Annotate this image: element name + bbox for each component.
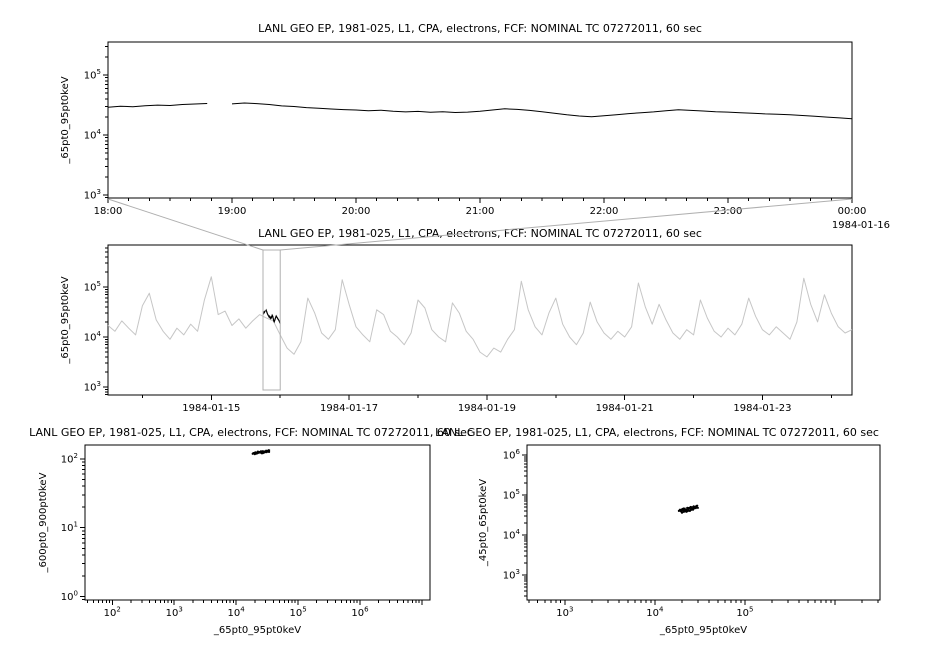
tick-label: 1984-01-23 xyxy=(733,403,791,414)
tick-label: 105 xyxy=(289,606,306,620)
panel-scatter_45_65[interactable]: 103 104 105 106 103 104 105 _45pt0_65pt0keV _65p… xyxy=(435,426,881,636)
scatter-point xyxy=(679,510,683,513)
scatter-point xyxy=(692,505,695,508)
tick-label: 104 xyxy=(646,606,664,620)
tick-label: 103 xyxy=(84,380,101,394)
scatter-point xyxy=(694,507,697,510)
tick-label: 18:00 xyxy=(94,206,123,217)
x-axis-label: _65pt0_95pt0keV xyxy=(659,625,747,636)
scatter-point xyxy=(261,451,264,454)
y-axis-label: _65pt0_95pt0keV xyxy=(60,76,71,164)
tick-label: 104 xyxy=(503,528,521,542)
plot-title: LANL GEO EP, 1981-025, L1, CPA, electron… xyxy=(435,426,879,439)
plot-title: LANL GEO EP, 1981-025, L1, CPA, electron… xyxy=(29,426,473,439)
series-line xyxy=(107,102,853,120)
tick-label: 100 xyxy=(61,590,78,604)
scatter-point xyxy=(268,450,271,453)
panel-context[interactable]: 103 104 105 1984-01-15 1984-01-17 1984-01-19 1… xyxy=(60,227,853,414)
x-axis-date-label: 1984-01-16 xyxy=(832,220,890,231)
tick-label: 104 xyxy=(84,128,102,142)
tick-label: 104 xyxy=(84,330,102,344)
plot-title: LANL GEO EP, 1981-025, L1, CPA, electron… xyxy=(258,22,702,35)
tick-label: 101 xyxy=(61,521,78,535)
tick-label: 103 xyxy=(166,606,183,620)
scatter-point xyxy=(681,509,685,512)
tick-label: 102 xyxy=(104,606,121,620)
tick-label: 1984-01-19 xyxy=(458,403,516,414)
tick-label: 106 xyxy=(503,448,521,462)
tick-label: 00:00 xyxy=(838,206,867,217)
panel-scatter_600_900[interactable]: 100 101 102 102 103 104 105 106 _600pt0_900pt0ke… xyxy=(29,426,473,636)
tick-label: 105 xyxy=(84,68,101,82)
plot-frame xyxy=(526,444,881,601)
tick-label: 23:00 xyxy=(714,206,743,217)
tick-label: 19:00 xyxy=(218,206,247,217)
scatter-point xyxy=(685,508,688,511)
series-highlight xyxy=(262,308,281,324)
scatter-point xyxy=(259,450,262,453)
plot-frame xyxy=(84,444,431,601)
zoom-connector-right xyxy=(280,198,853,251)
tick-label: 22:00 xyxy=(590,206,619,217)
scatter-point xyxy=(695,504,698,508)
scatter-point xyxy=(263,450,266,453)
y-axis-label: _65pt0_95pt0keV xyxy=(60,276,71,364)
scatter-point xyxy=(689,505,692,509)
panel-top[interactable]: 103 104 105 18:00 19:00 20:00 21:00 22:00 23:00 0… xyxy=(60,22,890,231)
scatter-point xyxy=(682,507,686,510)
tick-label: 1984-01-15 xyxy=(182,403,240,414)
scatter-point xyxy=(691,508,695,511)
y-axis-label: _600pt0_900pt0keV xyxy=(38,472,49,573)
plot-title: LANL GEO EP, 1981-025, L1, CPA, electron… xyxy=(258,227,702,240)
tick-label: 1984-01-17 xyxy=(320,403,378,414)
tick-label: 20:00 xyxy=(342,206,371,217)
tick-label: 105 xyxy=(736,606,753,620)
scatter-point xyxy=(685,510,688,513)
x-axis-label: _65pt0_95pt0keV xyxy=(213,625,301,636)
scatter-point xyxy=(257,451,260,454)
tick-label: 106 xyxy=(351,606,369,620)
scatter-point xyxy=(678,508,682,511)
scatter-point xyxy=(265,451,268,454)
plot-frame xyxy=(107,244,853,396)
scatter-point xyxy=(696,506,699,509)
tick-label: 1984-01-21 xyxy=(596,403,654,414)
scatter-point xyxy=(688,509,692,512)
plot-frame xyxy=(107,41,853,199)
tick-label: 105 xyxy=(503,488,520,502)
series-line xyxy=(107,276,853,358)
tick-label: 105 xyxy=(84,280,101,294)
scatter-point xyxy=(683,509,686,512)
zoom-connector-left xyxy=(107,198,264,251)
scatter-point xyxy=(252,452,255,455)
tick-label: 102 xyxy=(61,452,78,466)
tick-label: 103 xyxy=(556,606,573,620)
tick-label: 104 xyxy=(228,606,246,620)
y-axis-label: _45pt0_65pt0keV xyxy=(478,479,489,567)
tick-label: 103 xyxy=(84,188,101,202)
tick-label: 103 xyxy=(503,568,520,582)
tick-label: 21:00 xyxy=(466,206,495,217)
scatter-point xyxy=(686,506,689,509)
scatter-point xyxy=(255,451,258,454)
zoom-region-box[interactable] xyxy=(262,249,281,391)
